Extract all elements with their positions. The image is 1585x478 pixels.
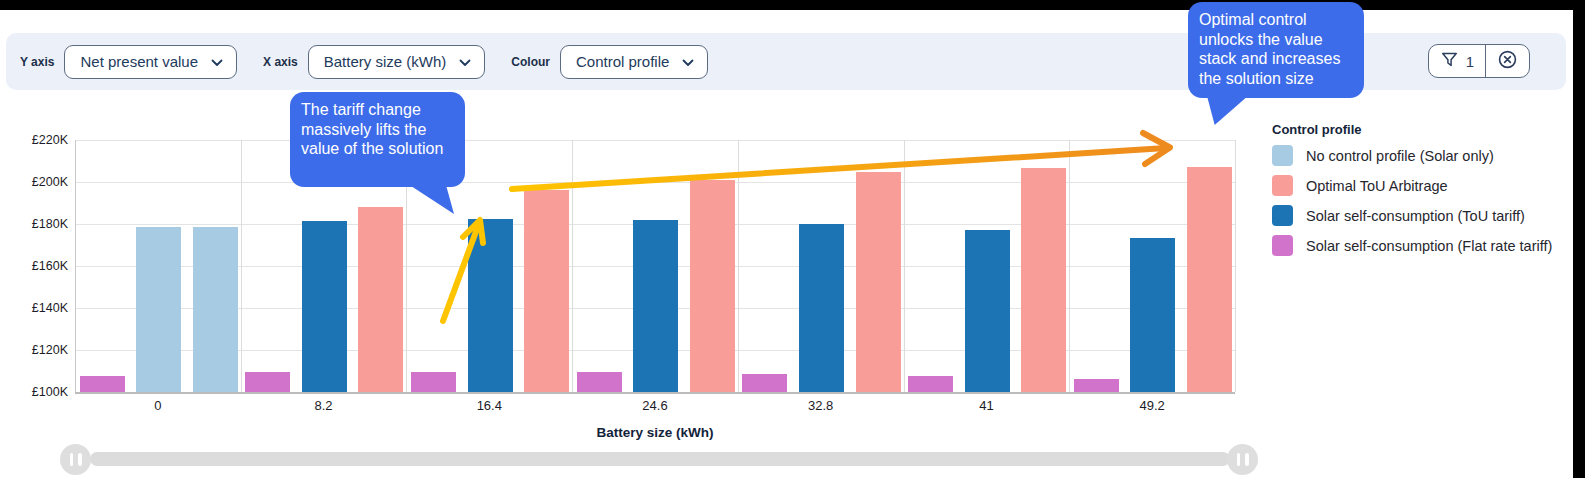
chevron-down-icon xyxy=(682,53,694,71)
bar[interactable] xyxy=(1187,167,1232,392)
gridline xyxy=(1069,140,1070,392)
x-axis-select[interactable]: Battery size (kWh) xyxy=(308,45,486,79)
chevron-down-icon xyxy=(211,53,223,71)
legend-item[interactable]: No control profile (Solar only) xyxy=(1272,145,1494,166)
legend-item[interactable]: Solar self-consumption (Flat rate tariff… xyxy=(1272,235,1552,256)
handle-grip-icon xyxy=(1237,453,1241,466)
y-axis-tick-label: £180K xyxy=(8,217,68,231)
legend-label: Optimal ToU Arbitrage xyxy=(1306,178,1448,194)
y-axis-tick-label: £220K xyxy=(8,133,68,147)
filter-count-badge: 1 xyxy=(1466,53,1474,70)
y-axis-selected-value: Net present value xyxy=(80,53,198,70)
legend-title: Control profile xyxy=(1272,122,1362,137)
gridline xyxy=(75,140,1235,141)
filter-button-group: 1 xyxy=(1428,44,1530,78)
legend-swatch xyxy=(1272,145,1293,166)
clear-filters-button[interactable] xyxy=(1486,45,1529,77)
bar[interactable] xyxy=(856,172,901,393)
colour-select[interactable]: Control profile xyxy=(560,45,708,79)
y-axis-tick-label: £140K xyxy=(8,301,68,315)
bar[interactable] xyxy=(245,372,290,392)
bar[interactable] xyxy=(136,227,181,392)
bar[interactable] xyxy=(965,230,1010,392)
handle-grip-icon xyxy=(78,453,82,466)
x-axis-tick-label: 49.2 xyxy=(1139,398,1164,413)
y-axis-tick-label: £120K xyxy=(8,343,68,357)
bar[interactable] xyxy=(524,190,569,392)
colour-label: Colour xyxy=(511,55,550,69)
bar[interactable] xyxy=(1021,168,1066,392)
legend-item[interactable]: Solar self-consumption (ToU tariff) xyxy=(1272,205,1525,226)
y-axis-select[interactable]: Net present value xyxy=(64,45,237,79)
legend-label: Solar self-consumption (ToU tariff) xyxy=(1306,208,1525,224)
gridline xyxy=(738,140,739,392)
legend-swatch xyxy=(1272,205,1293,226)
x-range-slider-handle-left[interactable] xyxy=(60,444,91,475)
gridline xyxy=(904,140,905,392)
x-axis-line xyxy=(75,392,1235,394)
x-axis-tick-label: 32.8 xyxy=(808,398,833,413)
x-axis-tick-label: 24.6 xyxy=(642,398,667,413)
chevron-down-icon xyxy=(459,53,471,71)
bar[interactable] xyxy=(302,221,347,392)
y-axis-tick-label: £200K xyxy=(8,175,68,189)
handle-grip-icon xyxy=(1245,453,1249,466)
bar[interactable] xyxy=(1130,238,1175,392)
bar[interactable] xyxy=(742,374,787,392)
x-range-slider-track[interactable] xyxy=(90,452,1230,466)
y-axis-line xyxy=(75,140,76,392)
y-axis-label: Y axis xyxy=(20,55,54,69)
x-axis-label: X axis xyxy=(263,55,298,69)
funnel-icon xyxy=(1440,50,1459,73)
legend: Control profile No control profile (Sola… xyxy=(1272,122,1362,137)
legend-item[interactable]: Optimal ToU Arbitrage xyxy=(1272,175,1448,196)
y-axis-tick-label: £100K xyxy=(8,385,68,399)
legend-label: Solar self-consumption (Flat rate tariff… xyxy=(1306,238,1552,254)
colour-selected-value: Control profile xyxy=(576,53,669,70)
x-axis-tick-label: 0 xyxy=(154,398,161,413)
x-axis-tick-label: 8.2 xyxy=(315,398,333,413)
circle-x-icon xyxy=(1497,49,1518,74)
filter-button[interactable]: 1 xyxy=(1429,45,1486,77)
bar[interactable] xyxy=(577,372,622,392)
bar[interactable] xyxy=(411,372,456,392)
x-range-slider-handle-right[interactable] xyxy=(1227,444,1258,475)
annotation-callout-optimal-control: Optimal control unlocks the value stack … xyxy=(1188,2,1364,98)
gridline xyxy=(572,140,573,392)
bar[interactable] xyxy=(799,224,844,392)
legend-swatch xyxy=(1272,175,1293,196)
x-axis-selected-value: Battery size (kWh) xyxy=(324,53,447,70)
x-axis-tick-label: 41 xyxy=(979,398,993,413)
bar[interactable] xyxy=(193,227,238,392)
y-axis-tick-label: £160K xyxy=(8,259,68,273)
bar[interactable] xyxy=(690,180,735,392)
x-axis-title: Battery size (kWh) xyxy=(596,425,713,440)
legend-label: No control profile (Solar only) xyxy=(1306,148,1494,164)
bar[interactable] xyxy=(80,376,125,392)
legend-swatch xyxy=(1272,235,1293,256)
app-screenshot: Y axis Net present value X axis Battery … xyxy=(0,0,1585,478)
gridline xyxy=(1235,140,1236,392)
handle-grip-icon xyxy=(70,453,74,466)
bar[interactable] xyxy=(1074,379,1119,392)
bar[interactable] xyxy=(633,220,678,392)
gridline xyxy=(241,140,242,392)
annotation-callout-tariff: The tariff change massively lifts the va… xyxy=(290,92,465,187)
x-axis-tick-label: 16.4 xyxy=(477,398,502,413)
bar[interactable] xyxy=(358,207,403,392)
bar[interactable] xyxy=(468,219,513,392)
bar[interactable] xyxy=(908,376,953,392)
